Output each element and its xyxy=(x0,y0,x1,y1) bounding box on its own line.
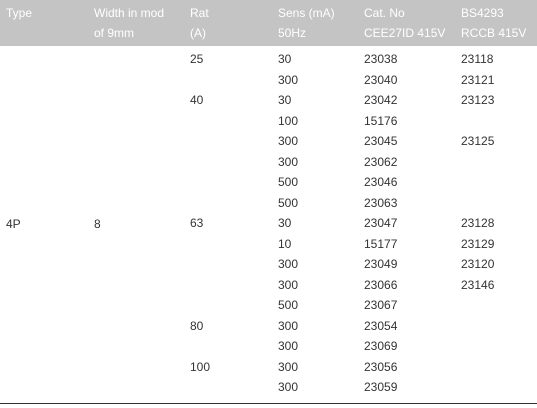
header-cell: Sens (mA) xyxy=(278,6,335,20)
cell: 100 xyxy=(278,113,299,128)
cell: 500 xyxy=(278,298,299,312)
rating-cell: 100 xyxy=(190,359,211,374)
header-cell: BS4293 xyxy=(461,6,504,20)
cell: 300 xyxy=(278,380,299,394)
cell: 30 xyxy=(278,52,292,66)
cell: 23128 xyxy=(461,216,495,230)
rating-cell: 63 xyxy=(190,216,204,230)
cell: 500 xyxy=(278,195,299,210)
header-cell: of 9mm xyxy=(94,26,135,40)
cell: 30 xyxy=(278,216,292,230)
cell: 300 xyxy=(278,359,299,374)
rating-cell: 40 xyxy=(190,93,204,107)
cell: 23054 xyxy=(364,318,398,333)
cell: 300 xyxy=(278,257,299,271)
header-cell: RCCB 415V xyxy=(461,26,527,40)
cell: 300 xyxy=(278,134,299,148)
cell: 23049 xyxy=(364,257,398,271)
header-cell: CEE27ID 415V xyxy=(364,26,446,40)
cell: 23146 xyxy=(461,277,495,292)
bottom-rule xyxy=(0,403,537,404)
header-cell: Width in mod xyxy=(94,6,165,20)
cell: 500 xyxy=(278,175,299,189)
cell: 23046 xyxy=(364,175,398,189)
cell: 23123 xyxy=(461,93,495,107)
cell: 15176 xyxy=(364,113,398,128)
cell: 30 xyxy=(278,93,292,107)
header-row xyxy=(0,0,537,46)
cell: 23040 xyxy=(364,72,398,87)
cell: 23129 xyxy=(461,236,495,251)
cell: 15177 xyxy=(364,236,398,251)
cell: 23121 xyxy=(461,72,495,87)
cell: 23062 xyxy=(364,154,398,169)
cell: 23125 xyxy=(461,134,495,148)
cell: 23118 xyxy=(461,52,494,66)
cell: 300 xyxy=(278,318,299,333)
cell: 23045 xyxy=(364,134,398,148)
cell: 10 xyxy=(278,236,292,251)
cell: 23120 xyxy=(461,257,495,271)
rating-cell: 25 xyxy=(190,52,204,66)
header-cell: Cat. No xyxy=(364,6,405,20)
cell: 23067 xyxy=(364,298,398,312)
cell: 300 xyxy=(278,72,299,87)
cell: 23056 xyxy=(364,359,398,374)
cell: 23066 xyxy=(364,277,398,292)
cell: 300 xyxy=(278,277,299,292)
type-cell: 4P xyxy=(6,217,21,231)
cell: 300 xyxy=(278,339,299,353)
header-cell: (A) xyxy=(190,26,206,40)
cell: 23038 xyxy=(364,52,398,66)
cell: 23063 xyxy=(364,195,398,210)
cell: 23047 xyxy=(364,216,398,230)
cell: 23059 xyxy=(364,380,398,394)
cell: 23069 xyxy=(364,339,398,353)
header-cell: Type xyxy=(6,6,33,20)
rating-cell: 80 xyxy=(190,318,204,333)
cell: 300 xyxy=(278,154,299,169)
header-cell: 50Hz xyxy=(278,26,307,40)
cell: 23042 xyxy=(364,93,398,107)
header-cell: Rat xyxy=(190,6,209,20)
width-cell: 8 xyxy=(94,217,101,231)
